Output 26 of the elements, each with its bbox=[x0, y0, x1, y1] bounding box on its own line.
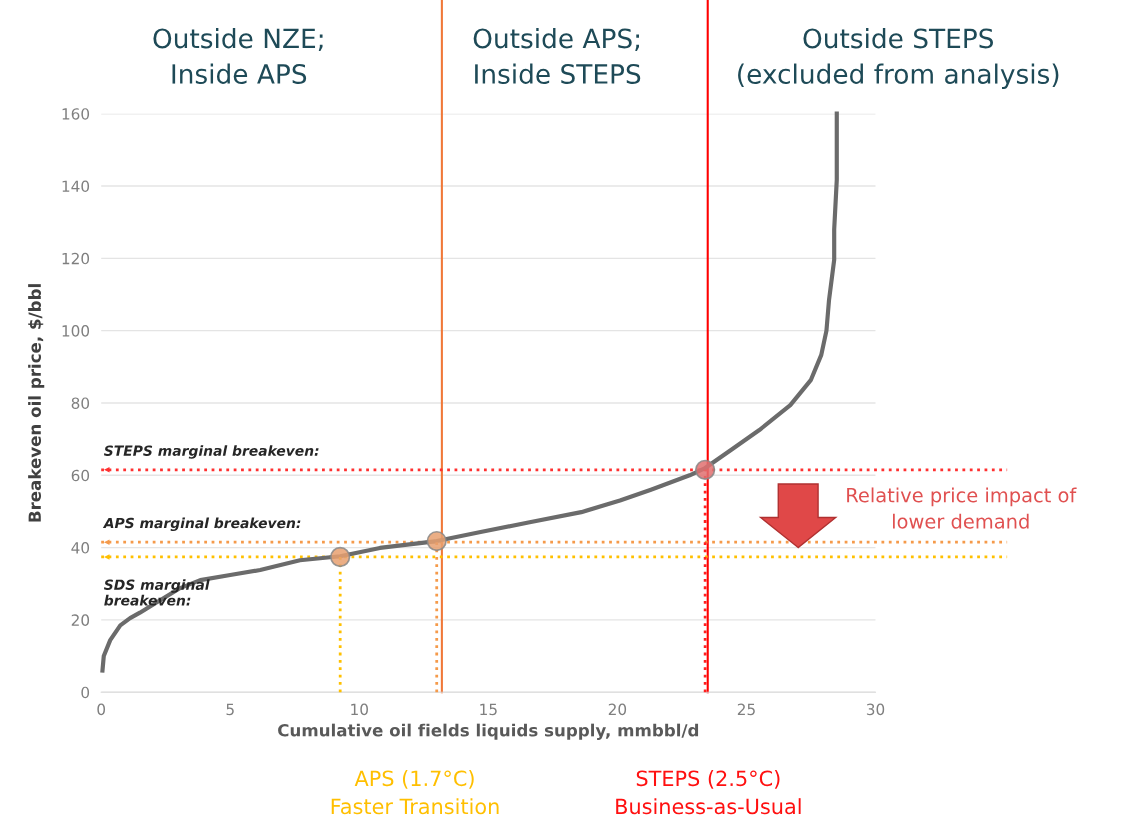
y-tick-label: 100 bbox=[62, 325, 90, 337]
x-tick-label: 15 bbox=[480, 703, 497, 716]
y-tick-label: 160 bbox=[62, 108, 90, 120]
text: Outside NZE; Inside APS bbox=[153, 27, 323, 84]
text: APS (1.7°C) Faster Transition bbox=[331, 770, 499, 815]
y-tick-label: 120 bbox=[62, 252, 90, 265]
text: Outside STEPS (excluded from analysis) bbox=[738, 27, 1059, 90]
text: STEPS (2.5°C) Business-as-Usual bbox=[616, 770, 801, 815]
x-tick-label: 10 bbox=[351, 703, 368, 716]
ref-line-label: APS marginal breakeven: bbox=[102, 517, 301, 532]
x-axis-title: Cumulative oil fields liquids supply, mmbbl/d bbox=[278, 723, 699, 740]
y-tick-label: 60 bbox=[71, 469, 90, 482]
y-tick-label: 20 bbox=[71, 614, 90, 626]
y-tick-label: 140 bbox=[62, 180, 90, 193]
x-tick-label: 30 bbox=[866, 703, 885, 716]
x-tick-label: 5 bbox=[226, 703, 234, 716]
ref-line-label: STEPS marginal breakeven: bbox=[103, 445, 319, 459]
x-tick-label: 20 bbox=[608, 703, 627, 716]
y-tick-label: 40 bbox=[71, 542, 90, 554]
x-tick-label: 0 bbox=[97, 703, 106, 716]
y-tick-label: 0 bbox=[81, 686, 90, 699]
y-tick-label: 80 bbox=[71, 397, 90, 409]
annotation: Relative price impact of lower demand bbox=[847, 487, 1077, 529]
x-tick-label: 25 bbox=[737, 703, 755, 716]
y-axis-title: Breakeven oil price, $/bbl bbox=[28, 284, 45, 522]
text: Outside APS; Inside STEPS bbox=[473, 27, 641, 84]
